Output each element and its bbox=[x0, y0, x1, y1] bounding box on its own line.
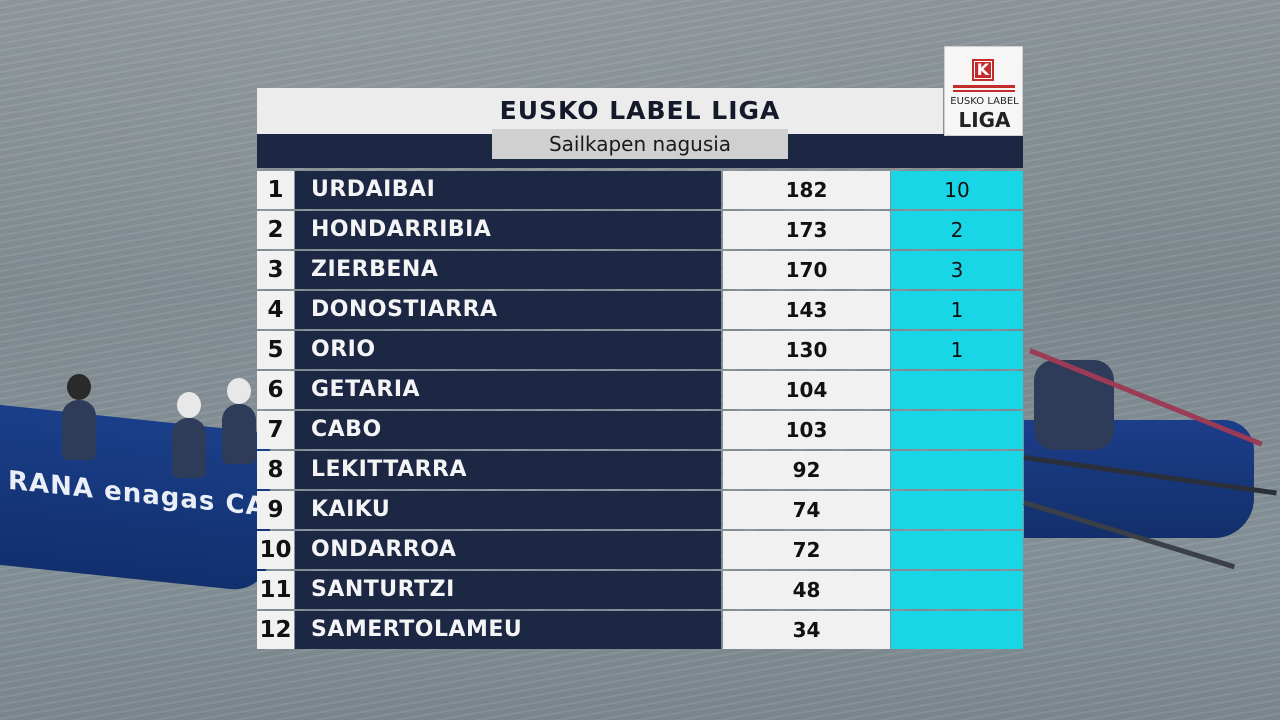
rower bbox=[62, 374, 96, 460]
league-title: EUSKO LABEL LIGA bbox=[499, 96, 781, 125]
table-row: 1 URDAIBAI 182 10 bbox=[257, 171, 1023, 209]
table-row: 8 LEKITTARRA 92 bbox=[257, 451, 1023, 489]
wins-cell bbox=[891, 451, 1023, 489]
points-cell: 104 bbox=[723, 371, 890, 409]
title-bar bbox=[257, 88, 943, 134]
points-cell: 72 bbox=[723, 531, 890, 569]
points-cell: 130 bbox=[723, 331, 890, 369]
logo-k-mark: K bbox=[972, 59, 994, 81]
points-cell: 143 bbox=[723, 291, 890, 329]
team-name-cell: CABO bbox=[295, 411, 721, 449]
table-row: 9 KAIKU 74 bbox=[257, 491, 1023, 529]
wins-cell: 1 bbox=[891, 331, 1023, 369]
rower bbox=[172, 392, 206, 478]
wins-cell: 1 bbox=[891, 291, 1023, 329]
position-cell: 12 bbox=[257, 611, 294, 649]
table-row: 12 SAMERTOLAMEU 34 bbox=[257, 611, 1023, 649]
position-cell: 6 bbox=[257, 371, 294, 409]
team-name-cell: KAIKU bbox=[295, 491, 721, 529]
rower bbox=[1034, 360, 1114, 450]
wins-cell: 2 bbox=[891, 211, 1023, 249]
wins-cell bbox=[891, 371, 1023, 409]
wins-cell bbox=[891, 491, 1023, 529]
logo-stripe bbox=[953, 90, 1015, 92]
boat-sponsor-text: RANA enagas CAM bbox=[8, 465, 294, 526]
points-cell: 92 bbox=[723, 451, 890, 489]
position-cell: 2 bbox=[257, 211, 294, 249]
table-row: 2 HONDARRIBIA 173 2 bbox=[257, 211, 1023, 249]
points-cell: 103 bbox=[723, 411, 890, 449]
points-cell: 48 bbox=[723, 571, 890, 609]
position-cell: 8 bbox=[257, 451, 294, 489]
points-cell: 34 bbox=[723, 611, 890, 649]
team-name-cell: GETARIA bbox=[295, 371, 721, 409]
logo-text-line1: EUSKO LABEL bbox=[950, 96, 1019, 107]
team-name-cell: URDAIBAI bbox=[295, 171, 721, 209]
wins-cell bbox=[891, 611, 1023, 649]
points-cell: 173 bbox=[723, 211, 890, 249]
position-cell: 1 bbox=[257, 171, 294, 209]
logo-stripe bbox=[953, 85, 1015, 88]
wins-cell bbox=[891, 571, 1023, 609]
points-cell: 74 bbox=[723, 491, 890, 529]
team-name-cell: HONDARRIBIA bbox=[295, 211, 721, 249]
position-cell: 5 bbox=[257, 331, 294, 369]
position-cell: 10 bbox=[257, 531, 294, 569]
wins-cell: 3 bbox=[891, 251, 1023, 289]
table-row: 3 ZIERBENA 170 3 bbox=[257, 251, 1023, 289]
table-row: 6 GETARIA 104 bbox=[257, 371, 1023, 409]
wins-cell bbox=[891, 411, 1023, 449]
table-row: 5 ORIO 130 1 bbox=[257, 331, 1023, 369]
team-name-cell: ORIO bbox=[295, 331, 721, 369]
team-name-cell: DONOSTIARRA bbox=[295, 291, 721, 329]
position-cell: 9 bbox=[257, 491, 294, 529]
position-cell: 3 bbox=[257, 251, 294, 289]
team-name-cell: LEKITTARRA bbox=[295, 451, 721, 489]
wins-cell bbox=[891, 531, 1023, 569]
table-row: 4 DONOSTIARRA 143 1 bbox=[257, 291, 1023, 329]
team-name-cell: ZIERBENA bbox=[295, 251, 721, 289]
team-name-cell: SAMERTOLAMEU bbox=[295, 611, 721, 649]
logo-text-line2: LIGA bbox=[958, 108, 1011, 132]
position-cell: 4 bbox=[257, 291, 294, 329]
team-name-cell: SANTURTZI bbox=[295, 571, 721, 609]
standings-subtitle: Sailkapen nagusia bbox=[492, 129, 788, 159]
table-row: 10 ONDARROA 72 bbox=[257, 531, 1023, 569]
position-cell: 7 bbox=[257, 411, 294, 449]
league-logo: K EUSKO LABEL LIGA bbox=[944, 46, 1023, 136]
table-row: 7 CABO 103 bbox=[257, 411, 1023, 449]
wins-cell: 10 bbox=[891, 171, 1023, 209]
points-cell: 170 bbox=[723, 251, 890, 289]
points-cell: 182 bbox=[723, 171, 890, 209]
rower bbox=[222, 378, 256, 464]
table-row: 11 SANTURTZI 48 bbox=[257, 571, 1023, 609]
position-cell: 11 bbox=[257, 571, 294, 609]
team-name-cell: ONDARROA bbox=[295, 531, 721, 569]
